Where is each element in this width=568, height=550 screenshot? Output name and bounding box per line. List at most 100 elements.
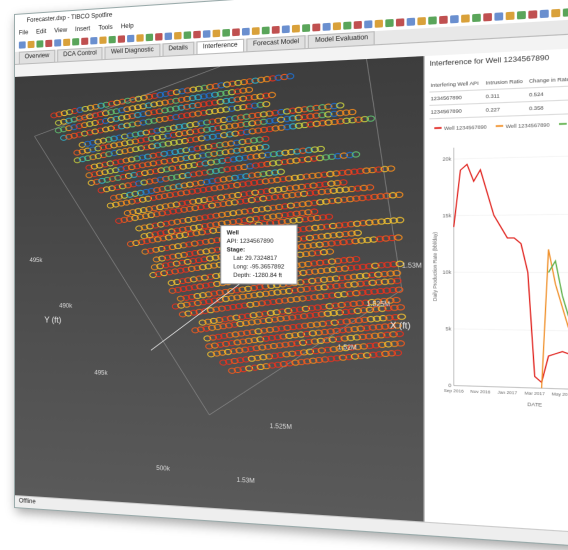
tooltip-row: Long: -95.3657892 xyxy=(227,263,291,272)
y-tick-label: 5k xyxy=(446,326,453,332)
toolbar-button[interactable] xyxy=(99,36,106,44)
toolbar-button[interactable] xyxy=(528,10,537,19)
y-tick-label: 10k xyxy=(443,269,453,275)
tab[interactable]: Well Diagnostic xyxy=(105,44,160,59)
cell: 0.227 xyxy=(484,102,527,117)
tooltip-stage: Stage: xyxy=(227,246,291,255)
tab[interactable]: Forecast Model xyxy=(246,35,306,51)
toolbar-button[interactable] xyxy=(28,41,35,48)
toolbar-button[interactable] xyxy=(232,28,240,36)
toolbar-button[interactable] xyxy=(375,20,383,28)
grid-line xyxy=(454,329,568,332)
y-tick-label: 490k xyxy=(59,303,72,309)
toolbar-button[interactable] xyxy=(222,29,230,37)
toolbar-button[interactable] xyxy=(174,32,181,40)
menu-item[interactable]: Help xyxy=(121,21,134,33)
toolbar-button[interactable] xyxy=(364,20,372,28)
toolbar-button[interactable] xyxy=(494,12,503,20)
toolbar-button[interactable] xyxy=(118,35,125,43)
series-line xyxy=(549,261,568,384)
toolbar-button[interactable] xyxy=(109,36,116,44)
tab[interactable]: Details xyxy=(162,42,194,56)
toolbar-button[interactable] xyxy=(472,14,481,22)
toolbar-button[interactable] xyxy=(63,39,70,47)
menu-item[interactable]: Edit xyxy=(36,27,46,39)
toolbar-button[interactable] xyxy=(72,38,79,46)
cell: 1234567890 xyxy=(429,103,484,119)
toolbar-button[interactable] xyxy=(165,32,172,40)
toolbar-button[interactable] xyxy=(333,22,341,30)
toolbar-button[interactable] xyxy=(90,37,97,45)
toolbar-button[interactable] xyxy=(461,14,470,22)
toolbar-button[interactable] xyxy=(551,9,560,18)
toolbar-button[interactable] xyxy=(428,16,436,24)
toolbar-button[interactable] xyxy=(45,40,52,47)
tooltip-row: Lat: 29.7324817 xyxy=(227,255,291,264)
toolbar-button[interactable] xyxy=(450,15,459,23)
toolbar-button[interactable] xyxy=(282,25,290,33)
x-tick-label: Sep 2016 xyxy=(444,389,464,394)
menu-item[interactable]: View xyxy=(54,26,67,38)
toolbar-button[interactable] xyxy=(252,27,260,35)
toolbar-button[interactable] xyxy=(262,26,270,34)
toolbar-button[interactable] xyxy=(417,17,425,25)
toolbar-button[interactable] xyxy=(203,30,211,38)
toolbar-button[interactable] xyxy=(127,35,134,43)
menu-item[interactable]: Insert xyxy=(75,24,90,36)
toolbar-button[interactable] xyxy=(36,40,43,47)
x-tick-label: 1.52M xyxy=(338,345,357,352)
toolbar-button[interactable] xyxy=(506,12,515,20)
toolbar-button[interactable] xyxy=(81,37,88,45)
toolbar-button[interactable] xyxy=(517,11,526,20)
cell: 0.358 xyxy=(528,100,568,116)
plot-3d: Y (ft)X (ft)495k490k495k500k1.53M1.525M1… xyxy=(15,56,423,523)
toolbar-button[interactable] xyxy=(155,33,162,41)
toolbar-button[interactable] xyxy=(242,28,250,36)
toolbar-button[interactable] xyxy=(19,41,26,48)
tooltip-row: Depth: -1280.84 ft xyxy=(227,272,291,281)
toolbar-button[interactable] xyxy=(407,18,415,26)
toolbar-button[interactable] xyxy=(193,31,200,39)
y-tick-label: 15k xyxy=(443,213,453,219)
toolbar-button[interactable] xyxy=(136,34,143,42)
toolbar-button[interactable] xyxy=(483,13,492,21)
toolbar-button[interactable] xyxy=(439,16,448,24)
legend-label: Well 1234567890 xyxy=(506,122,551,129)
interference-panel: Interference for Well 1234567890 Interfe… xyxy=(423,46,568,536)
toolbar-button[interactable] xyxy=(354,21,362,29)
panel-title: Interference for Well 1234567890 xyxy=(429,51,568,69)
toolbar-button[interactable] xyxy=(312,23,320,31)
toolbar-button[interactable] xyxy=(184,31,191,39)
value: -95.3657892 xyxy=(250,264,284,270)
menu-item[interactable]: Tools xyxy=(98,23,112,35)
tab[interactable]: Interference xyxy=(196,39,244,54)
x-tick-label: May 2017 xyxy=(552,392,568,397)
value: -1280.84 ft xyxy=(253,273,282,280)
toolbar-button[interactable] xyxy=(54,39,61,47)
x-axis-title: DATE xyxy=(527,401,542,407)
tab[interactable]: Model Evaluation xyxy=(308,31,375,48)
grid-line xyxy=(454,214,568,216)
toolbar-button[interactable] xyxy=(213,29,221,37)
toolbar-button[interactable] xyxy=(385,19,393,27)
y-tick-label: 495k xyxy=(30,258,43,264)
value: 1234567890 xyxy=(240,238,274,245)
toolbar-button[interactable] xyxy=(272,26,280,34)
y-axis-label: Y (ft) xyxy=(44,315,61,325)
menu-item[interactable]: File xyxy=(19,28,28,40)
toolbar-button[interactable] xyxy=(323,23,331,31)
label: API: xyxy=(227,239,238,245)
toolbar-button[interactable] xyxy=(302,24,310,32)
y-tick-label: 0 xyxy=(448,382,452,388)
toolbar-button[interactable] xyxy=(396,18,404,26)
x-tick-label: 1.53M xyxy=(237,478,255,486)
toolbar-button[interactable] xyxy=(563,8,568,17)
x-tick-label: 1.53M xyxy=(402,263,422,270)
toolbar-button[interactable] xyxy=(540,10,549,19)
toolbar-button[interactable] xyxy=(292,25,300,33)
tab[interactable]: DCA Control xyxy=(57,47,103,62)
toolbar-button[interactable] xyxy=(343,22,351,30)
tab[interactable]: Overview xyxy=(19,50,55,64)
toolbar-button[interactable] xyxy=(146,34,153,42)
